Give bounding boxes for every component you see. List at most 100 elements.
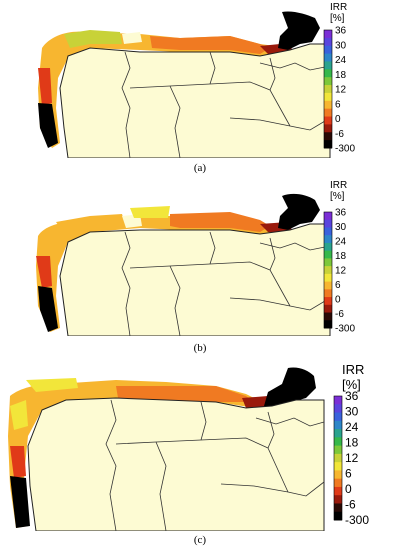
colorbar-segment <box>324 124 332 133</box>
colorbar-tick-label: -6 <box>335 309 344 320</box>
colorbar-segment <box>324 281 332 290</box>
colorbar-segment <box>324 92 332 102</box>
colorbar-tick-label: 18 <box>345 436 359 450</box>
map-panel-a <box>30 8 375 158</box>
colorbar-segment <box>324 235 332 244</box>
colorbar-segment <box>324 69 332 78</box>
region-borders <box>121 51 331 158</box>
colorbar-segment <box>334 429 342 438</box>
colorbar-segment <box>334 437 342 447</box>
colorbar-segment <box>324 212 332 221</box>
region-borders <box>105 399 325 531</box>
colorbar-segment <box>324 250 332 259</box>
colorbar-tick-label: 30 <box>335 222 347 233</box>
colorbar-tick-label: 0 <box>345 482 352 496</box>
colorbar-title-c: IRR [%] <box>342 362 365 392</box>
colorbar-tick-label: 24 <box>345 420 359 434</box>
colorbar-segment <box>324 266 332 275</box>
colorbar-segment <box>324 45 332 55</box>
colorbar-tick-label: 36 <box>335 26 347 37</box>
colorbar-segment <box>324 77 332 86</box>
colorbar-tick-label: 18 <box>335 70 347 81</box>
colorbar-segment <box>334 486 342 496</box>
colorbar-segment <box>334 495 342 504</box>
colorbar-a: IRR [%] 36 30 24 18 12 6 0 -6 -300 <box>320 0 400 165</box>
colorbar-outline <box>323 211 333 329</box>
colorbar-tick-label: 12 <box>335 266 347 277</box>
colorbar-tick-label: -6 <box>335 129 344 140</box>
region-borders <box>121 231 331 336</box>
colorbar-outline <box>323 29 333 149</box>
colorbar-tick-label: 36 <box>335 208 347 219</box>
caption-c: (c) <box>193 534 207 546</box>
colorbar-segment <box>334 412 342 422</box>
land-area <box>59 223 331 336</box>
colorbar-b-svg: 36 30 24 18 12 6 0 -6 -300 <box>323 208 355 335</box>
colorbar-segment <box>334 453 342 463</box>
colorbar-segment <box>324 85 332 94</box>
colorbar-tick-label: 30 <box>335 40 347 51</box>
colorbar-tick-label: 0 <box>335 114 341 125</box>
colorbar-c: IRR [%] 36 30 24 18 12 6 0 -6 -300 <box>330 362 400 543</box>
colorbar-title-b: IRR [%] <box>330 180 348 202</box>
colorbar-segment <box>324 53 332 62</box>
colorbar-tick-label: -6 <box>345 498 356 512</box>
colorbar-segment <box>334 404 342 414</box>
colorbar-segment <box>324 289 332 298</box>
colorbar-segment <box>324 219 332 228</box>
colorbar-title-a: IRR [%] <box>330 2 348 24</box>
colorbar-segment <box>334 462 342 471</box>
irr-coastal-band <box>38 11 320 148</box>
colorbar-segment <box>334 470 342 480</box>
colorbar-tick-label: -300 <box>335 324 355 335</box>
colorbar-segment <box>324 132 332 141</box>
land-area <box>27 397 325 531</box>
colorbar-segment <box>324 30 332 39</box>
colorbar-segment <box>324 320 332 329</box>
colorbar-segment <box>324 258 332 267</box>
land-area <box>59 43 331 158</box>
colorbar-tick-label: 6 <box>335 99 341 110</box>
colorbar-tick-label: 24 <box>335 237 347 248</box>
colorbar-segment <box>324 61 332 70</box>
colorbar-segment <box>334 420 342 430</box>
colorbar-segment <box>334 503 342 513</box>
caption-a: (a) <box>193 162 207 174</box>
colorbar-segment <box>334 478 342 488</box>
colorbar-tick-label: 12 <box>335 85 347 96</box>
colorbar-a-svg: 36 30 24 18 12 6 0 -6 -300 <box>323 26 355 155</box>
colorbar-segment <box>324 108 332 118</box>
colorbar-tick-label: 18 <box>335 251 347 262</box>
map-panel-c <box>6 366 366 531</box>
colorbar-tick-label: 6 <box>335 280 341 291</box>
colorbar-tick-label: 12 <box>345 451 359 465</box>
colorbar-segment <box>324 116 332 125</box>
map-a-svg <box>30 8 375 158</box>
colorbar-segment <box>324 297 332 306</box>
colorbar-segment <box>324 100 332 110</box>
colorbar-tick-label: 0 <box>335 295 341 306</box>
colorbar-segment <box>324 140 332 149</box>
colorbar-tick-label: 36 <box>345 389 359 403</box>
colorbar-tick-label: 24 <box>335 55 347 66</box>
colorbar-segment <box>324 242 332 252</box>
colorbar-tick-label: -300 <box>345 513 369 527</box>
map-b-svg <box>30 186 375 336</box>
colorbar-tick-label: 6 <box>345 467 352 481</box>
colorbar-segment <box>324 273 332 283</box>
colorbar-tick-label: -300 <box>335 144 355 155</box>
colorbar-segment <box>334 511 342 521</box>
map-panel-b <box>30 186 375 336</box>
caption-b: (b) <box>193 342 207 354</box>
colorbar-b: IRR [%] 36 30 24 18 12 6 0 -6 -300 <box>320 180 400 355</box>
colorbar-segment <box>324 37 332 47</box>
colorbar-segment <box>324 312 332 321</box>
map-c-svg <box>6 366 366 531</box>
colorbar-outline <box>333 395 343 521</box>
colorbar-segment <box>324 227 332 236</box>
colorbar-segment <box>334 396 342 405</box>
colorbar-segment <box>324 304 332 314</box>
colorbar-tick-label: 30 <box>345 405 359 419</box>
colorbar-segment <box>334 445 342 455</box>
